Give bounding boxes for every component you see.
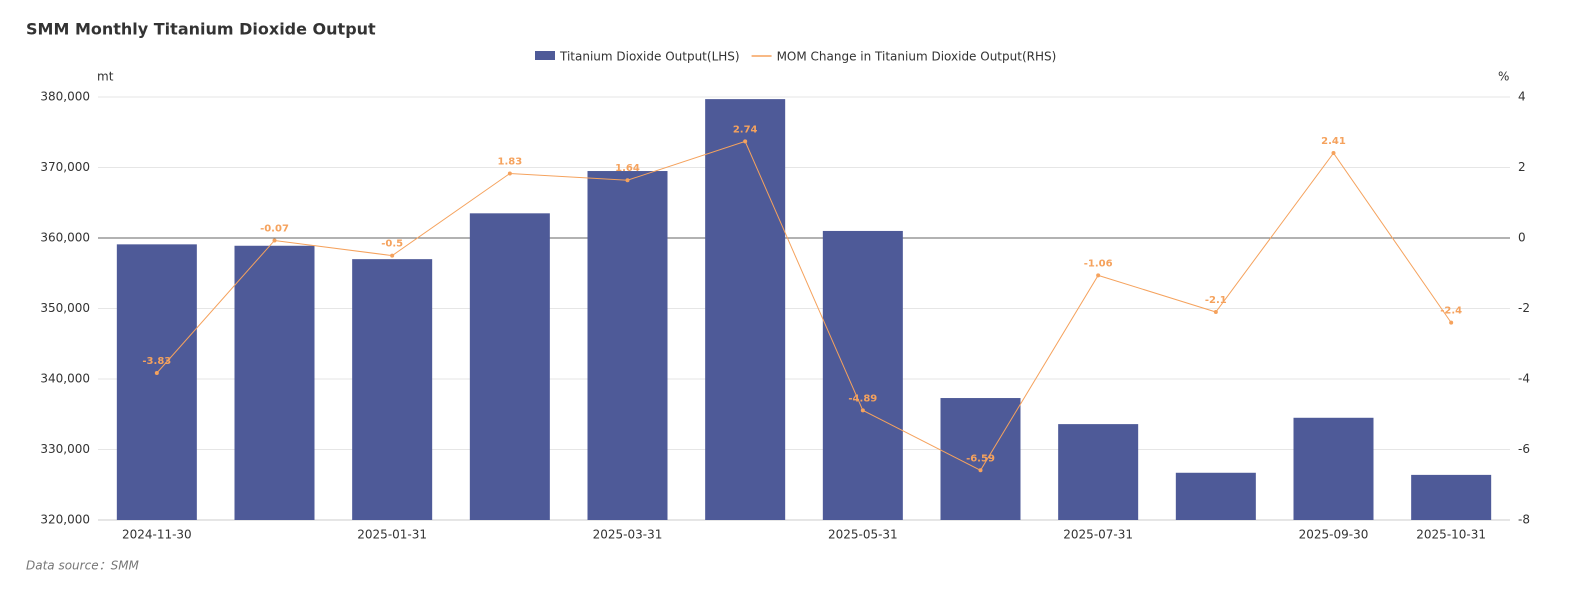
y-tick-label: 340,000 (40, 372, 90, 386)
line (156, 140, 1452, 471)
y2-tick-label: -4 (1518, 372, 1530, 386)
bar (352, 259, 433, 520)
data-label: -4.89 (848, 393, 877, 404)
y2-unit: % (1498, 70, 1509, 84)
x-tick-label: 2024-11-30 (122, 528, 192, 542)
bar (469, 213, 550, 520)
chart-title: SMM Monthly Titanium Dioxide Output (26, 20, 376, 39)
x-tick-label: 2025-05-31 (828, 528, 898, 542)
line-point (860, 408, 865, 413)
y-tick-label: 320,000 (40, 513, 90, 527)
source: Data source：SMM (26, 559, 140, 573)
x-tick-label: 2025-10-31 (1416, 528, 1486, 542)
line-point (507, 171, 512, 176)
x-tick-label: 2025-03-31 (593, 528, 663, 542)
data-label: -3.83 (142, 356, 171, 367)
bar (116, 244, 197, 520)
line-point (625, 178, 630, 183)
y-tick-label: 360,000 (40, 231, 90, 245)
data-label: -2.1 (1205, 295, 1227, 306)
line-point (272, 238, 277, 243)
data-label: 2.74 (733, 124, 758, 135)
y2-tick-label: -2 (1518, 301, 1530, 315)
data-label: -0.5 (381, 239, 403, 250)
y2-tick-label: 2 (1518, 160, 1526, 174)
bar (1411, 474, 1492, 520)
x-tick-label: 2025-01-31 (357, 528, 427, 542)
y-tick-label: 330,000 (40, 442, 90, 456)
bar (705, 99, 786, 521)
y2-tick-label: 0 (1518, 231, 1526, 245)
y-tick-label: 350,000 (40, 301, 90, 315)
bar (587, 171, 668, 520)
line-point (1213, 310, 1218, 315)
legend-label: Titanium Dioxide Output(LHS) (559, 50, 740, 64)
y-tick-label: 380,000 (40, 90, 90, 104)
bar (940, 398, 1021, 520)
y2-tick-label: -8 (1518, 513, 1530, 527)
line-point (390, 253, 395, 258)
line-point (1331, 151, 1336, 156)
bar (234, 245, 315, 520)
y2-tick-label: 4 (1518, 90, 1526, 104)
legend-swatch (535, 51, 555, 60)
x-tick-label: 2025-07-31 (1063, 528, 1133, 542)
y-unit: mt (97, 70, 114, 84)
x-tick-label: 2025-09-30 (1299, 528, 1369, 542)
line-point (978, 468, 983, 473)
data-label: -2.4 (1440, 306, 1462, 317)
y-tick-label: 370,000 (40, 160, 90, 174)
data-label: 1.83 (497, 156, 522, 167)
bar (1058, 424, 1139, 520)
y2-tick-label: -6 (1518, 442, 1530, 456)
bar (1293, 417, 1374, 520)
bar (1175, 472, 1256, 520)
data-label: -6.59 (966, 453, 995, 464)
line-point (154, 371, 159, 376)
data-label: 2.41 (1321, 136, 1346, 147)
line-point (743, 139, 748, 144)
line-point (1096, 273, 1101, 278)
line-point (1449, 320, 1454, 325)
legend-label: MOM Change in Titanium Dioxide Output(RH… (777, 50, 1057, 64)
data-label: -1.06 (1084, 258, 1113, 269)
data-label: -0.07 (260, 223, 289, 234)
bar (822, 230, 903, 520)
data-label: 1.64 (615, 163, 640, 174)
